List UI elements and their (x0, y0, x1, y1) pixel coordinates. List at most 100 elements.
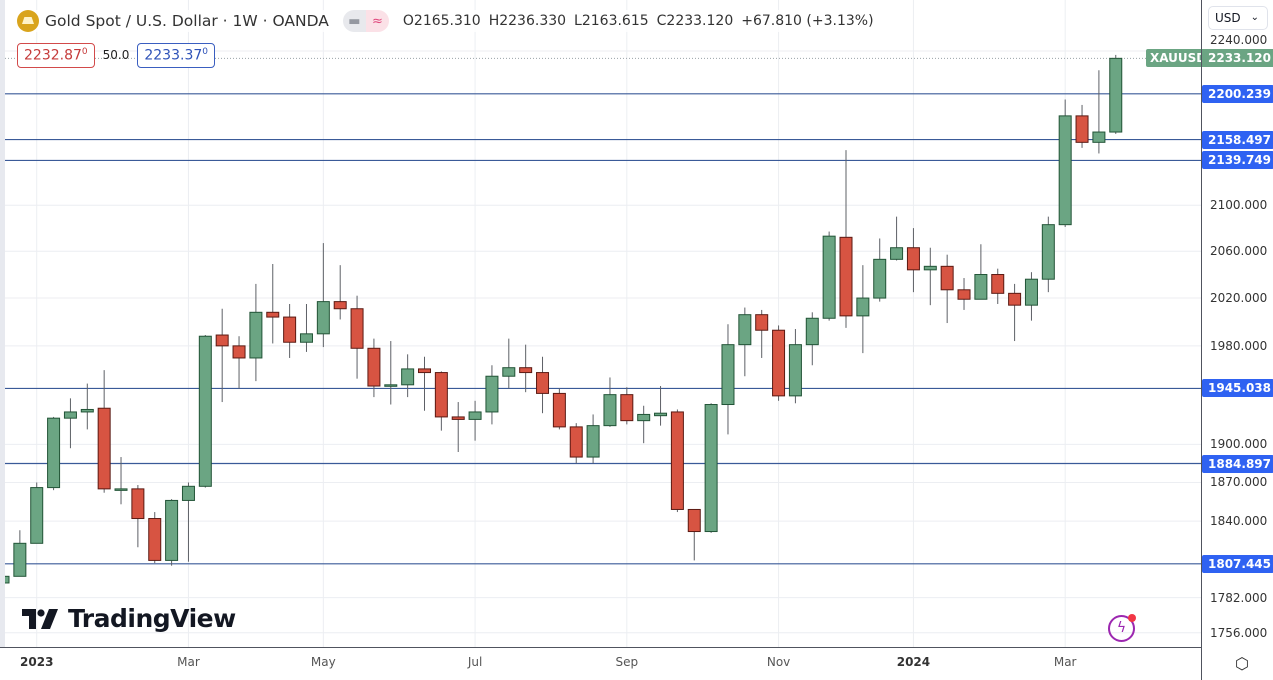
legend-toggles: ▬ ≈ (342, 10, 389, 32)
candle-body-bearish (333, 301, 347, 310)
candle-body-bullish (80, 408, 94, 413)
level-price-label[interactable]: 1884.897 (1202, 454, 1273, 473)
candle-body-bearish (451, 416, 465, 420)
candle-body-bearish (266, 311, 280, 318)
tradingview-logo: TradingView (22, 604, 236, 633)
tradingview-logo-icon (22, 608, 58, 629)
currency-select[interactable]: USD ⌄ (1208, 6, 1268, 30)
candle-body-bullish (198, 335, 212, 487)
lightning-icon[interactable]: ϟ (1108, 614, 1136, 642)
price-tick-label: 1840.000 (1210, 514, 1268, 529)
time-tick-label: Nov (766, 655, 791, 669)
candle-body-bullish (1109, 57, 1123, 133)
candle-body-bearish (519, 367, 533, 374)
candle-body-bearish (772, 329, 786, 397)
price-tick-label: 2100.000 (1210, 198, 1268, 213)
last-price-label: 2233.120 (1202, 49, 1273, 68)
axis-settings-corner: ⬡ (1201, 648, 1273, 680)
time-tick-label: Mar (1053, 655, 1077, 669)
buy-button[interactable]: 2233.370 (137, 43, 215, 68)
time-axis[interactable]: ⬡ 2023 Mar May Jul Sep Nov 2024 Mar (0, 647, 1249, 680)
level-price-label[interactable]: 2158.497 (1202, 130, 1273, 149)
candle-body-bearish (552, 392, 566, 428)
sell-button[interactable]: 2232.870 (17, 43, 95, 68)
candle-body-bullish (654, 412, 668, 417)
bid-price: 2232.87 (24, 47, 82, 64)
candle-body-bullish (788, 344, 802, 397)
ask-pip: 0 (202, 47, 208, 57)
chevron-down-icon: ⌄ (1250, 12, 1259, 23)
candle-body-bearish (1075, 115, 1089, 143)
candle-body-bearish (569, 426, 583, 458)
wave-icon[interactable]: ≈ (365, 10, 389, 32)
candle-body-bearish (991, 274, 1005, 294)
gear-icon[interactable]: ⬡ (1235, 654, 1249, 673)
candle-body-bearish (1008, 292, 1022, 306)
candle-body-bullish (923, 265, 937, 271)
candle-body-bullish (316, 301, 330, 335)
price-tick-label: 1756.000 (1210, 625, 1268, 640)
candle-body-bullish (974, 274, 988, 300)
candle-body-bearish (755, 314, 769, 331)
price-tick-label: 2020.000 (1210, 291, 1268, 306)
candle-body-bearish (350, 308, 364, 349)
candle-body-bearish (215, 334, 229, 347)
minimize-icon[interactable]: ▬ (342, 10, 366, 32)
candle-body-bearish (957, 289, 971, 300)
candle-body-bullish (1024, 278, 1038, 306)
candle-body-bearish (418, 368, 431, 374)
high-value: H2236.330 (488, 13, 567, 29)
candle-body-bullish (384, 384, 398, 387)
price-tick-label: 2060.000 (1210, 244, 1268, 259)
time-tick-label: Jul (467, 655, 483, 669)
level-price-label[interactable]: 1945.038 (1202, 379, 1273, 398)
candle-body-bullish (603, 394, 617, 427)
level-price-label[interactable]: 2200.239 (1202, 84, 1273, 103)
candle-body-bullish (890, 247, 904, 260)
candle-body-bearish (148, 518, 162, 561)
spread-value: 50.0 (102, 48, 130, 63)
price-axis[interactable]: USD ⌄ 2240.000 2100.000 2060.000 2020.000 198… (1201, 0, 1273, 648)
candle-body-bullish (114, 488, 128, 491)
candle-body-bearish (97, 407, 111, 490)
ohlc-values: O2165.310 H2236.330 L2163.615 C2233.120 … (403, 13, 874, 29)
candle-body-bearish (367, 347, 381, 387)
candle-body-bullish (249, 311, 263, 359)
candle-body-bullish (47, 417, 61, 489)
candle-body-bullish (1092, 131, 1106, 143)
candlestick-plot[interactable] (5, 0, 1201, 648)
candle-body-bullish (586, 425, 600, 458)
candle-body-bearish (131, 488, 145, 520)
low-value: L2163.615 (574, 13, 649, 29)
candle-body-bullish (30, 487, 44, 544)
candle-body-bullish (5, 575, 10, 584)
symbol-title[interactable]: Gold Spot / U.S. Dollar · 1W · OANDA (45, 12, 329, 30)
level-price-label[interactable]: 2139.749 (1202, 151, 1273, 170)
currency-label: USD (1215, 11, 1241, 25)
candle-body-bearish (620, 394, 634, 422)
candle-body-bullish (704, 404, 718, 533)
candle-body-bullish (401, 368, 415, 386)
change-value: +67.810 (+3.13%) (741, 13, 874, 29)
level-price-label[interactable]: 1807.445 (1202, 554, 1273, 573)
price-tick-label: 1980.000 (1210, 338, 1268, 353)
candle-body-bullish (738, 314, 752, 346)
legend-header: Gold Spot / U.S. Dollar · 1W · OANDA ▬ ≈… (17, 10, 874, 32)
gold-symbol-logo-icon (17, 10, 39, 32)
candle-body-bearish (839, 236, 853, 317)
price-tick-label: 1900.000 (1210, 437, 1268, 452)
candle-body-bullish (63, 411, 77, 419)
bid-pip: 0 (81, 47, 88, 57)
candle-body-bullish (721, 344, 735, 406)
candle-body-bullish (1041, 224, 1055, 280)
price-tick-label: 2240.000 (1210, 33, 1268, 48)
candle-body-bullish (502, 367, 516, 377)
tradingview-wordmark: TradingView (68, 604, 236, 633)
candle-body-bullish (822, 235, 836, 319)
chart-pane[interactable]: Gold Spot / U.S. Dollar · 1W · OANDA ▬ ≈… (0, 0, 1211, 648)
candle-body-bullish (485, 375, 499, 413)
candle-body-bearish (687, 508, 701, 533)
time-tick-label: 2024 (896, 655, 931, 669)
candle-body-bullish (873, 258, 887, 299)
candle-body-bullish (637, 413, 651, 422)
